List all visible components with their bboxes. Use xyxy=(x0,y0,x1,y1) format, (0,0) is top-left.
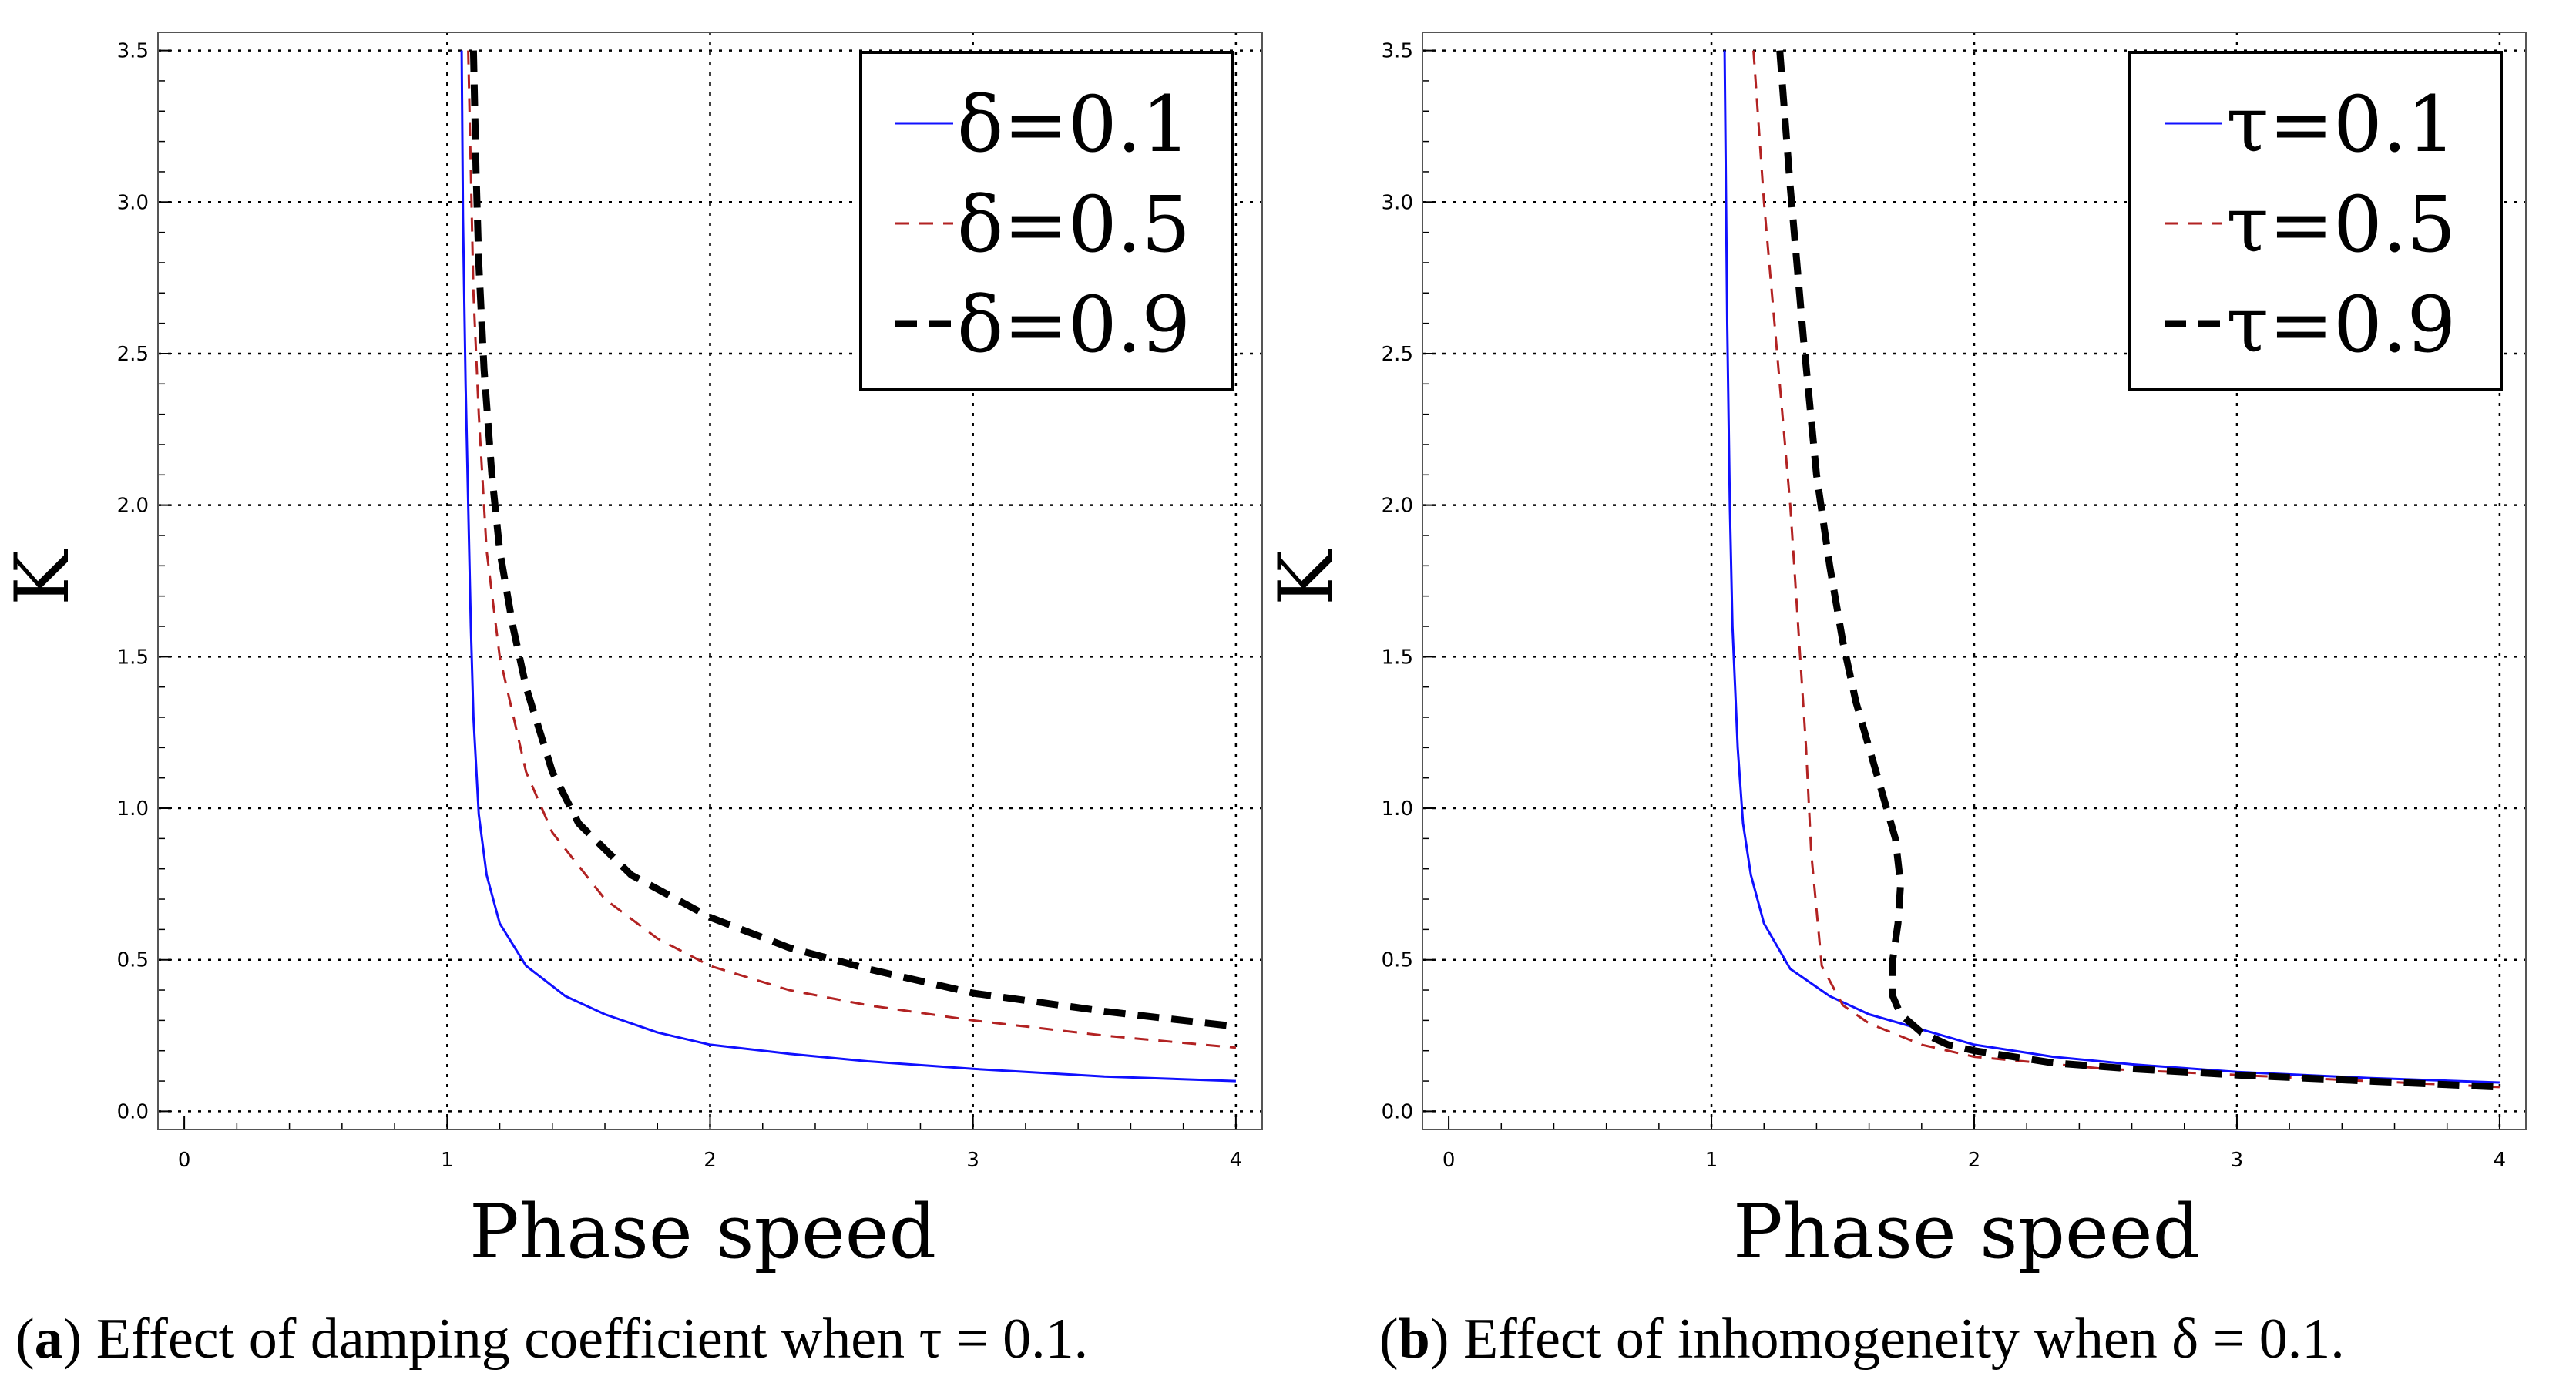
y-tick-label: 0.0 xyxy=(1382,1100,1413,1123)
y-tick-label: 3.5 xyxy=(117,40,149,63)
plot-frame-a xyxy=(157,32,1263,1130)
plot-frame-b xyxy=(1422,32,2527,1130)
caption-a-label: a xyxy=(35,1307,63,1371)
grid-a xyxy=(158,32,1262,1130)
series-a xyxy=(460,50,1237,1083)
legend-label-1: τ=0.1 xyxy=(2226,79,2456,170)
panel-a: 0 1 2 3 4 0.0 0.5 1.0 1.5 2.0 2.5 3.0 3.5 Phase spee… xyxy=(0,32,1263,1275)
y-tick-label: 3.0 xyxy=(1382,191,1413,214)
series-line-3 xyxy=(469,50,1237,1030)
caption-b: (b) Effect of inhomogeneity when δ = 0.1… xyxy=(1379,1307,2345,1371)
legend-box xyxy=(859,51,1234,391)
y-tick-label: 0.0 xyxy=(117,1100,149,1123)
series-line-1 xyxy=(1723,50,2500,1084)
series-line-1 xyxy=(460,50,1236,1083)
x-tick-label: 2 xyxy=(704,1149,717,1172)
y-tick-label: 3.0 xyxy=(117,191,149,214)
legend-label-3: δ=0.9 xyxy=(957,280,1191,370)
caption-a-text: ) Effect of damping coefficient when τ =… xyxy=(63,1307,1088,1371)
x-tick-label: 2 xyxy=(1968,1149,1981,1172)
panel-b: 0 1 2 3 4 0.0 0.5 1.0 1.5 2.0 2.5 3.0 3.5 Phase spee… xyxy=(1263,32,2527,1275)
legend-label-1: δ=0.1 xyxy=(957,79,1191,170)
x-tick-label: 4 xyxy=(1230,1149,1243,1172)
legend-box xyxy=(2128,51,2503,391)
x-tick-label: 1 xyxy=(441,1149,454,1172)
y-tick-label: 1.5 xyxy=(1382,646,1413,669)
y-tick-label: 2.5 xyxy=(117,343,149,366)
legend-label-2: δ=0.5 xyxy=(957,180,1191,270)
x-tick-label: 1 xyxy=(1705,1149,1718,1172)
x-tick-label: 3 xyxy=(2231,1149,2244,1172)
y-tick-label: 2.5 xyxy=(1382,343,1413,366)
series-line-3 xyxy=(1776,50,2500,1091)
y-tick-label: 1.5 xyxy=(117,646,149,669)
caption-a: (a) Effect of damping coefficient when τ… xyxy=(15,1307,1088,1371)
y-tick-label: 0.5 xyxy=(1382,949,1413,972)
y-tick-label: 0.5 xyxy=(117,949,149,972)
x-tick-label: 0 xyxy=(1442,1149,1456,1172)
ticks-a: 0 1 2 3 4 0.0 0.5 1.0 1.5 2.0 2.5 3.0 3.5 xyxy=(117,40,1243,1172)
x-tick-label: 3 xyxy=(966,1149,979,1172)
legend-label-2: τ=0.5 xyxy=(2226,180,2456,270)
x-axis-label-b: Phase speed xyxy=(1733,1189,2200,1275)
ticks-b: 0 1 2 3 4 0.0 0.5 1.0 1.5 2.0 2.5 3.0 3.5 xyxy=(1382,40,2507,1172)
y-tick-label: 1.0 xyxy=(1382,797,1413,821)
legend-b: τ=0.1 τ=0.5 τ=0.9 xyxy=(2128,51,2503,391)
x-tick-label: 0 xyxy=(178,1149,191,1172)
legend-label-3: τ=0.9 xyxy=(2226,280,2456,370)
caption-b-label: b xyxy=(1399,1307,1430,1371)
y-tick-label: 2.0 xyxy=(1382,495,1413,518)
y-axis-label-b: K xyxy=(1263,549,1349,606)
x-axis-label-a: Phase speed xyxy=(469,1189,936,1275)
series-b xyxy=(1723,50,2500,1091)
y-tick-label: 1.0 xyxy=(117,797,149,821)
y-tick-label: 3.5 xyxy=(1382,40,1413,63)
y-tick-label: 2.0 xyxy=(117,495,149,518)
x-tick-label: 4 xyxy=(2494,1149,2507,1172)
caption-b-text: ) Effect of inhomogeneity when δ = 0.1. xyxy=(1430,1307,2345,1371)
legend-a: δ=0.1 δ=0.5 δ=0.9 xyxy=(859,51,1234,391)
y-axis-label-a: K xyxy=(0,549,86,606)
